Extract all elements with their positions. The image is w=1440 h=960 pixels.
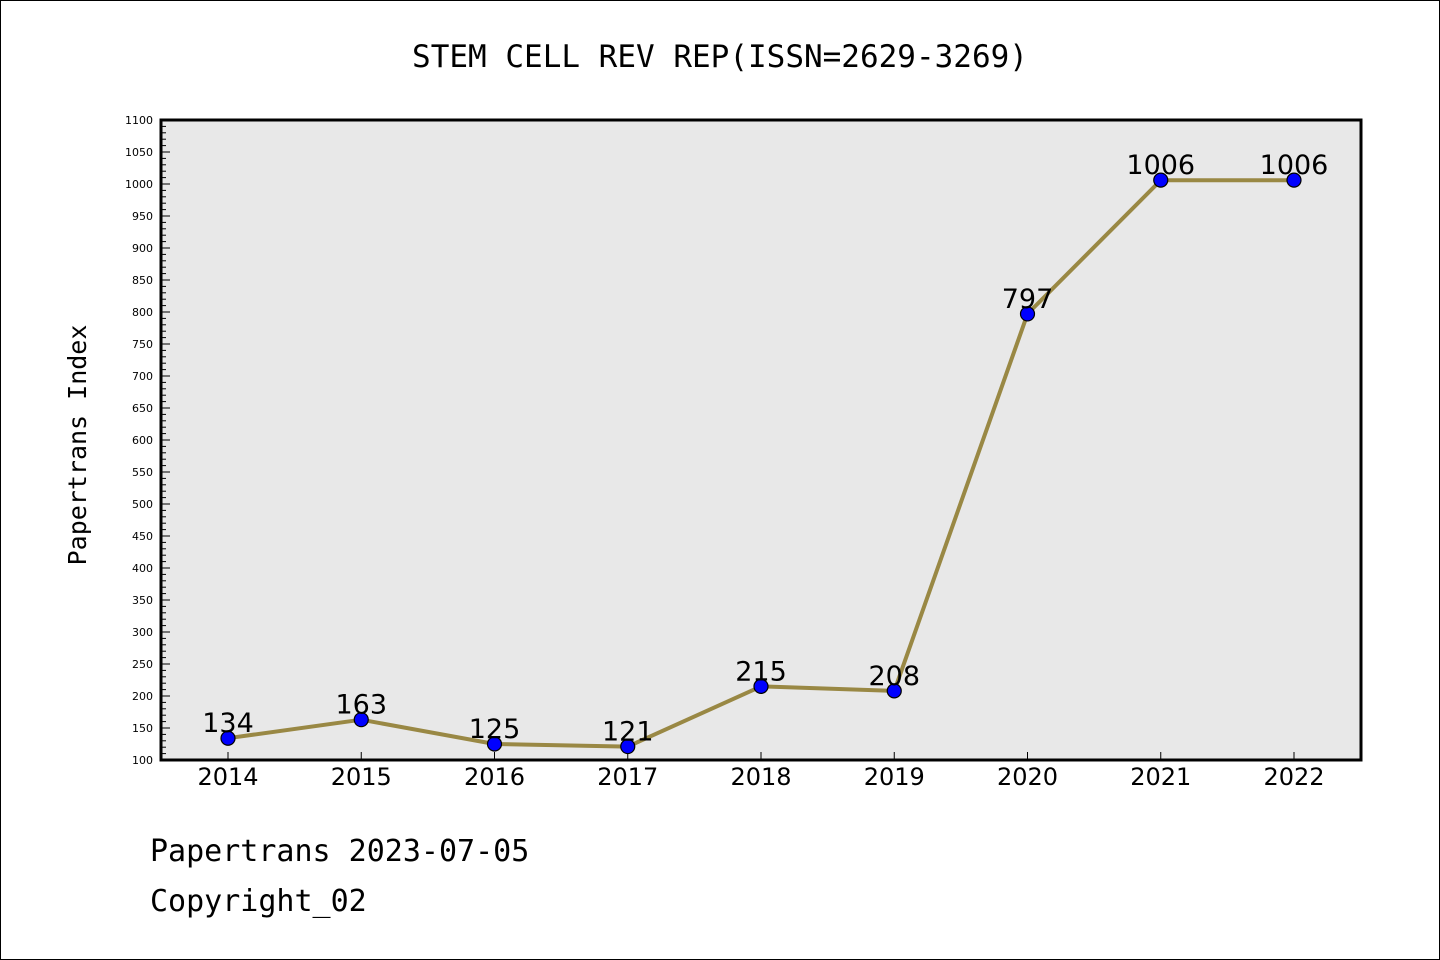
x-tick-label: 2022 xyxy=(1263,763,1324,791)
y-tick-label: 600 xyxy=(132,434,153,447)
plot-background xyxy=(161,120,1361,760)
y-tick-label: 850 xyxy=(132,274,153,287)
y-tick-label: 650 xyxy=(132,402,153,415)
x-tick-label: 2016 xyxy=(464,763,525,791)
plot-area: 100 150 200 250 300 350 400 450 500 550 600 650 700 7… xyxy=(125,114,1363,791)
y-tick-label: 800 xyxy=(132,306,153,319)
chart-title: STEM CELL REV REP(ISSN=2629-3269) xyxy=(412,39,1028,75)
data-point xyxy=(220,730,236,746)
data-label: 163 xyxy=(335,690,387,721)
y-tick-label: 100 xyxy=(132,754,153,767)
x-tick-label: 2020 xyxy=(997,763,1058,791)
y-tick-label: 1000 xyxy=(125,178,153,191)
data-label: 125 xyxy=(469,714,521,745)
data-label: 208 xyxy=(868,661,920,692)
footer-source: Papertrans 2023-07-05 xyxy=(150,834,530,869)
y-axis-label: Papertrans Index xyxy=(63,325,92,566)
x-tick-label: 2015 xyxy=(331,763,392,791)
x-tick-label: 2021 xyxy=(1130,763,1191,791)
y-tick-label: 750 xyxy=(132,338,153,351)
y-tick-label: 500 xyxy=(132,498,153,511)
y-tick-label: 350 xyxy=(132,594,153,607)
y-tick-label: 550 xyxy=(132,466,153,479)
x-tick-label: 2018 xyxy=(730,763,791,791)
data-point xyxy=(1019,306,1036,322)
y-tick-label: 150 xyxy=(132,722,153,735)
data-label: 134 xyxy=(202,708,254,739)
y-tick-label: 300 xyxy=(132,626,153,639)
y-tick-label: 450 xyxy=(132,530,153,543)
data-label: 1006 xyxy=(1126,150,1195,181)
plot-border xyxy=(159,118,1363,762)
y-tick-label: 1100 xyxy=(125,114,153,127)
footer-copyright: Copyright_02 xyxy=(150,884,367,919)
y-tick-label: 900 xyxy=(132,242,153,255)
y-tick-label: 200 xyxy=(132,690,153,703)
y-tick-label: 400 xyxy=(132,562,153,575)
data-point xyxy=(620,738,636,755)
data-point xyxy=(486,736,503,752)
data-label: 121 xyxy=(602,717,654,748)
y-tick-label: 1050 xyxy=(125,146,153,159)
data-point xyxy=(753,678,769,695)
data-label: 797 xyxy=(1002,284,1054,315)
data-label: 1006 xyxy=(1260,150,1329,181)
y-tick-label: 250 xyxy=(132,658,153,671)
data-point xyxy=(886,683,902,699)
data-point xyxy=(1153,172,1169,188)
data-point xyxy=(1286,172,1302,188)
y-tick-label: 950 xyxy=(132,210,153,223)
y-tick-label: 700 xyxy=(132,370,153,383)
x-tick-label: 2019 xyxy=(864,763,925,791)
data-point xyxy=(353,712,369,728)
data-label: 215 xyxy=(735,656,787,687)
x-tick-label: 2014 xyxy=(197,763,258,791)
x-tick-label: 2017 xyxy=(597,763,658,791)
